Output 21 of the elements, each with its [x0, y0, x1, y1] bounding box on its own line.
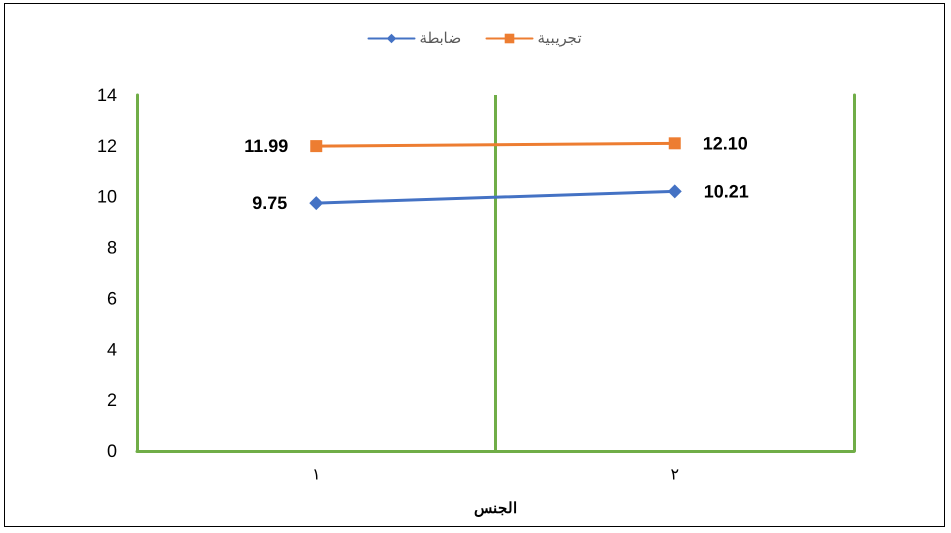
x-tick-label: ١ — [312, 466, 321, 484]
y-tick-label: 10 — [96, 186, 117, 207]
y-tick-label: 14 — [96, 85, 117, 105]
data-label: 12.10 — [702, 133, 748, 154]
y-tick-label: 4 — [106, 339, 117, 360]
x-axis-title: الجنس — [474, 500, 517, 517]
point — [668, 137, 681, 150]
y-tick-label: 0 — [106, 441, 117, 461]
point — [668, 184, 682, 198]
x-tick-label: ٢ — [670, 466, 680, 484]
y-tick-label: 8 — [106, 238, 117, 258]
data-label: 10.21 — [704, 181, 749, 202]
data-label: 9.75 — [252, 193, 288, 214]
legend-label: تجريبية — [538, 30, 582, 47]
y-tick-label: 6 — [106, 288, 117, 308]
y-tick-label: 2 — [106, 390, 117, 410]
legend-label: ضابطة — [420, 30, 462, 47]
point — [310, 140, 322, 152]
point — [309, 196, 324, 210]
data-label: 11.99 — [244, 136, 288, 156]
y-tick-label: 12 — [96, 136, 117, 156]
